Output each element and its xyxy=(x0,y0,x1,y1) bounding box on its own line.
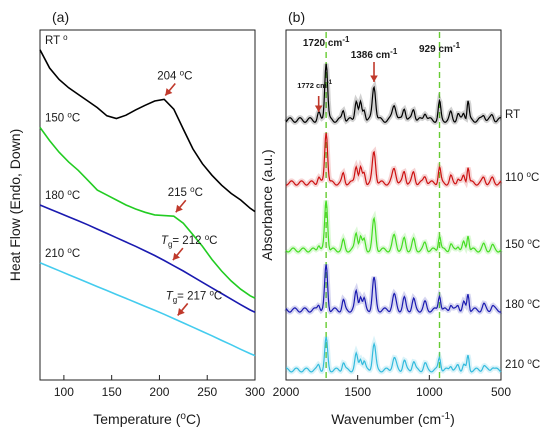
chart-a: 100 150 200 250 300 RT o 150 oC 180 oC 210 oC 204… xyxy=(7,29,265,427)
chart-a-annotation: 215 oC xyxy=(168,185,203,199)
chart-b-arrow xyxy=(314,96,323,112)
chart-a-xtick-label: 250 xyxy=(197,385,217,399)
chart-a-xtick-label: 100 xyxy=(54,385,74,399)
chart-b-series-3 xyxy=(285,264,502,313)
chart-b-xtick-label: 500 xyxy=(491,385,511,399)
chart-a-arrow xyxy=(175,199,187,213)
chart-a-xtick-label: 150 xyxy=(102,385,122,399)
chart-a-arrow xyxy=(177,302,189,316)
chart-a-curve-label: 210 oC xyxy=(45,246,80,260)
chart-a-curve-label: 180 oC xyxy=(45,188,80,202)
chart-b-series-label: 150 oC xyxy=(505,237,540,251)
chart-b-peak-label: 1772 cm-1 xyxy=(297,80,333,90)
chart-a-annotation: 204 oC xyxy=(157,69,192,83)
panel-label-a: (a) xyxy=(52,9,69,25)
chart-b-series-shadow xyxy=(285,335,503,375)
chart-b-xtick-label: 1500 xyxy=(344,385,371,399)
chart-a-curve-label: 150 oC xyxy=(45,110,80,124)
chart-b-peak-label: 1386 cm-1 xyxy=(351,47,398,61)
chart-a-annotation: Tg= 217 oC xyxy=(166,288,223,304)
chart-b-peak-label: 929 cm-1 xyxy=(419,41,461,55)
chart-b-series-label: 210 oC xyxy=(505,357,540,371)
panel-label-b: (b) xyxy=(288,9,305,25)
chart-b-series-1 xyxy=(285,132,502,186)
chart-a-series-2 xyxy=(39,204,256,314)
chart-b-frame xyxy=(285,29,502,381)
chart-a-arrow xyxy=(164,82,176,97)
chart-b-xlabel: Wavenumber (cm-1) xyxy=(331,411,455,427)
chart-b-arrow xyxy=(370,62,378,82)
chart-b-series-label: 110 oC xyxy=(505,170,539,184)
chart-b-series-label: 180 oC xyxy=(505,297,540,311)
chart-b: RT 110 oC 150 oC 180 oC 210 oC 2000 1500 1000 50… xyxy=(259,29,540,427)
chart-a-xtick-label: 300 xyxy=(245,385,265,399)
chart-a-series-3 xyxy=(39,262,256,357)
chart-a-frame xyxy=(39,29,256,381)
chart-a-xtick-label: 200 xyxy=(149,385,169,399)
chart-a-curve-label: RT o xyxy=(45,33,68,47)
chart-a-series-0 xyxy=(39,49,256,213)
chart-b-series-2 xyxy=(285,200,502,253)
chart-b-xtick-label: 2000 xyxy=(273,385,300,399)
chart-a-arrow xyxy=(172,247,184,261)
chart-b-xtick-label: 1000 xyxy=(416,385,443,399)
chart-b-series-0 xyxy=(285,63,502,123)
chart-a-series-1 xyxy=(39,126,256,299)
chart-b-series-4 xyxy=(286,336,502,373)
chart-b-peak-label: 1720 cm-1 xyxy=(303,35,350,49)
chart-a-annotation: Tg= 212 oC xyxy=(161,233,218,249)
chart-b-series-label: RT xyxy=(505,109,520,121)
chart-b-ylabel: Absorbance (a.u.) xyxy=(259,149,275,260)
chart-a-ylabel: Heat Flow (Endo, Down) xyxy=(7,129,23,282)
chart-a-xlabel: Temperature (oC) xyxy=(93,411,201,427)
